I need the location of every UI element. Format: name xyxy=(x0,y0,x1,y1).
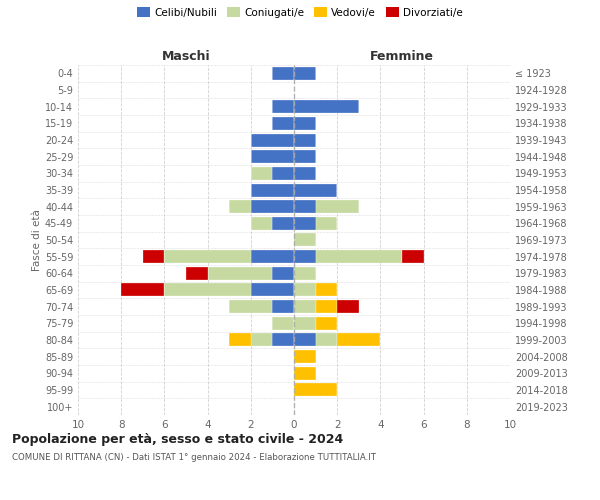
Bar xyxy=(316,200,359,213)
Bar xyxy=(294,234,316,246)
Bar xyxy=(337,300,359,313)
Bar xyxy=(251,334,272,346)
Bar xyxy=(294,117,316,130)
Y-axis label: Fasce di età: Fasce di età xyxy=(32,209,42,271)
Bar xyxy=(251,150,294,163)
Bar xyxy=(294,100,359,113)
Bar xyxy=(316,250,402,263)
Bar xyxy=(272,67,294,80)
Bar xyxy=(229,200,251,213)
Bar xyxy=(316,300,337,313)
Bar xyxy=(316,284,337,296)
Bar xyxy=(251,250,294,263)
Bar xyxy=(272,334,294,346)
Bar xyxy=(186,267,208,280)
Bar xyxy=(272,100,294,113)
Bar xyxy=(272,117,294,130)
Bar xyxy=(294,384,337,396)
Bar xyxy=(316,217,337,230)
Text: COMUNE DI RITTANA (CN) - Dati ISTAT 1° gennaio 2024 - Elaborazione TUTTITALIA.IT: COMUNE DI RITTANA (CN) - Dati ISTAT 1° g… xyxy=(12,452,376,462)
Bar xyxy=(294,67,316,80)
Text: Maschi: Maschi xyxy=(161,50,211,62)
Bar xyxy=(294,217,316,230)
Bar xyxy=(316,317,337,330)
Bar xyxy=(272,317,294,330)
Bar xyxy=(164,250,251,263)
Bar xyxy=(272,167,294,180)
Legend: Celibi/Nubili, Coniugati/e, Vedovi/e, Divorziati/e: Celibi/Nubili, Coniugati/e, Vedovi/e, Di… xyxy=(135,5,465,20)
Bar xyxy=(251,200,294,213)
Text: Femmine: Femmine xyxy=(370,50,434,62)
Bar xyxy=(251,134,294,146)
Bar xyxy=(294,300,316,313)
Text: Popolazione per età, sesso e stato civile - 2024: Popolazione per età, sesso e stato civil… xyxy=(12,432,343,446)
Bar xyxy=(251,167,272,180)
Bar xyxy=(294,334,316,346)
Bar xyxy=(337,334,380,346)
Bar xyxy=(294,350,316,363)
Bar xyxy=(251,184,294,196)
Bar xyxy=(294,367,316,380)
Bar xyxy=(272,267,294,280)
Bar xyxy=(251,217,272,230)
Bar xyxy=(316,334,337,346)
Bar xyxy=(208,267,272,280)
Bar xyxy=(294,250,316,263)
Bar xyxy=(294,167,316,180)
Bar xyxy=(402,250,424,263)
Bar xyxy=(294,134,316,146)
Bar xyxy=(143,250,164,263)
Bar xyxy=(294,200,316,213)
Bar xyxy=(229,334,251,346)
Bar xyxy=(272,217,294,230)
Bar xyxy=(294,284,316,296)
Bar xyxy=(294,267,316,280)
Bar xyxy=(294,317,316,330)
Bar xyxy=(121,284,164,296)
Bar xyxy=(164,284,251,296)
Bar xyxy=(251,284,294,296)
Bar xyxy=(272,300,294,313)
Bar xyxy=(229,300,272,313)
Bar xyxy=(294,150,316,163)
Bar xyxy=(294,184,337,196)
